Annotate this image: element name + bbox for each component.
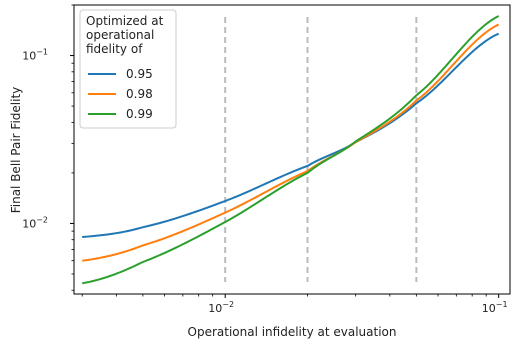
x-tick-label: 10−1 <box>482 300 508 315</box>
x-axis-label: Operational infidelity at evaluation <box>188 325 397 339</box>
series-line-0-98 <box>82 23 500 262</box>
legend-entry-label: 0.95 <box>126 67 153 81</box>
y-tick-label: 10−2 <box>22 215 48 230</box>
reference-lines <box>224 17 418 282</box>
legend-entry-label: 0.98 <box>126 87 153 101</box>
x-tick-label: 10−2 <box>208 300 234 315</box>
series-line-0-99 <box>82 15 500 285</box>
legend-entry-label: 0.99 <box>126 107 153 121</box>
legend-title: fidelity of <box>86 42 143 56</box>
legend-box <box>79 9 177 129</box>
y-axis-label: Final Bell Pair Fidelity <box>9 87 23 214</box>
series-lines <box>82 15 500 285</box>
plot-frame <box>73 4 511 295</box>
y-axis-ticks: 10−2 10−1 <box>22 4 74 291</box>
y-tick-label: 10−1 <box>22 48 48 63</box>
legend-title: Optimized at <box>86 14 164 28</box>
x-axis-ticks: 10−2 10−1 <box>81 294 508 315</box>
series-line-0-95 <box>82 32 500 239</box>
legend-title: operational <box>86 28 154 42</box>
